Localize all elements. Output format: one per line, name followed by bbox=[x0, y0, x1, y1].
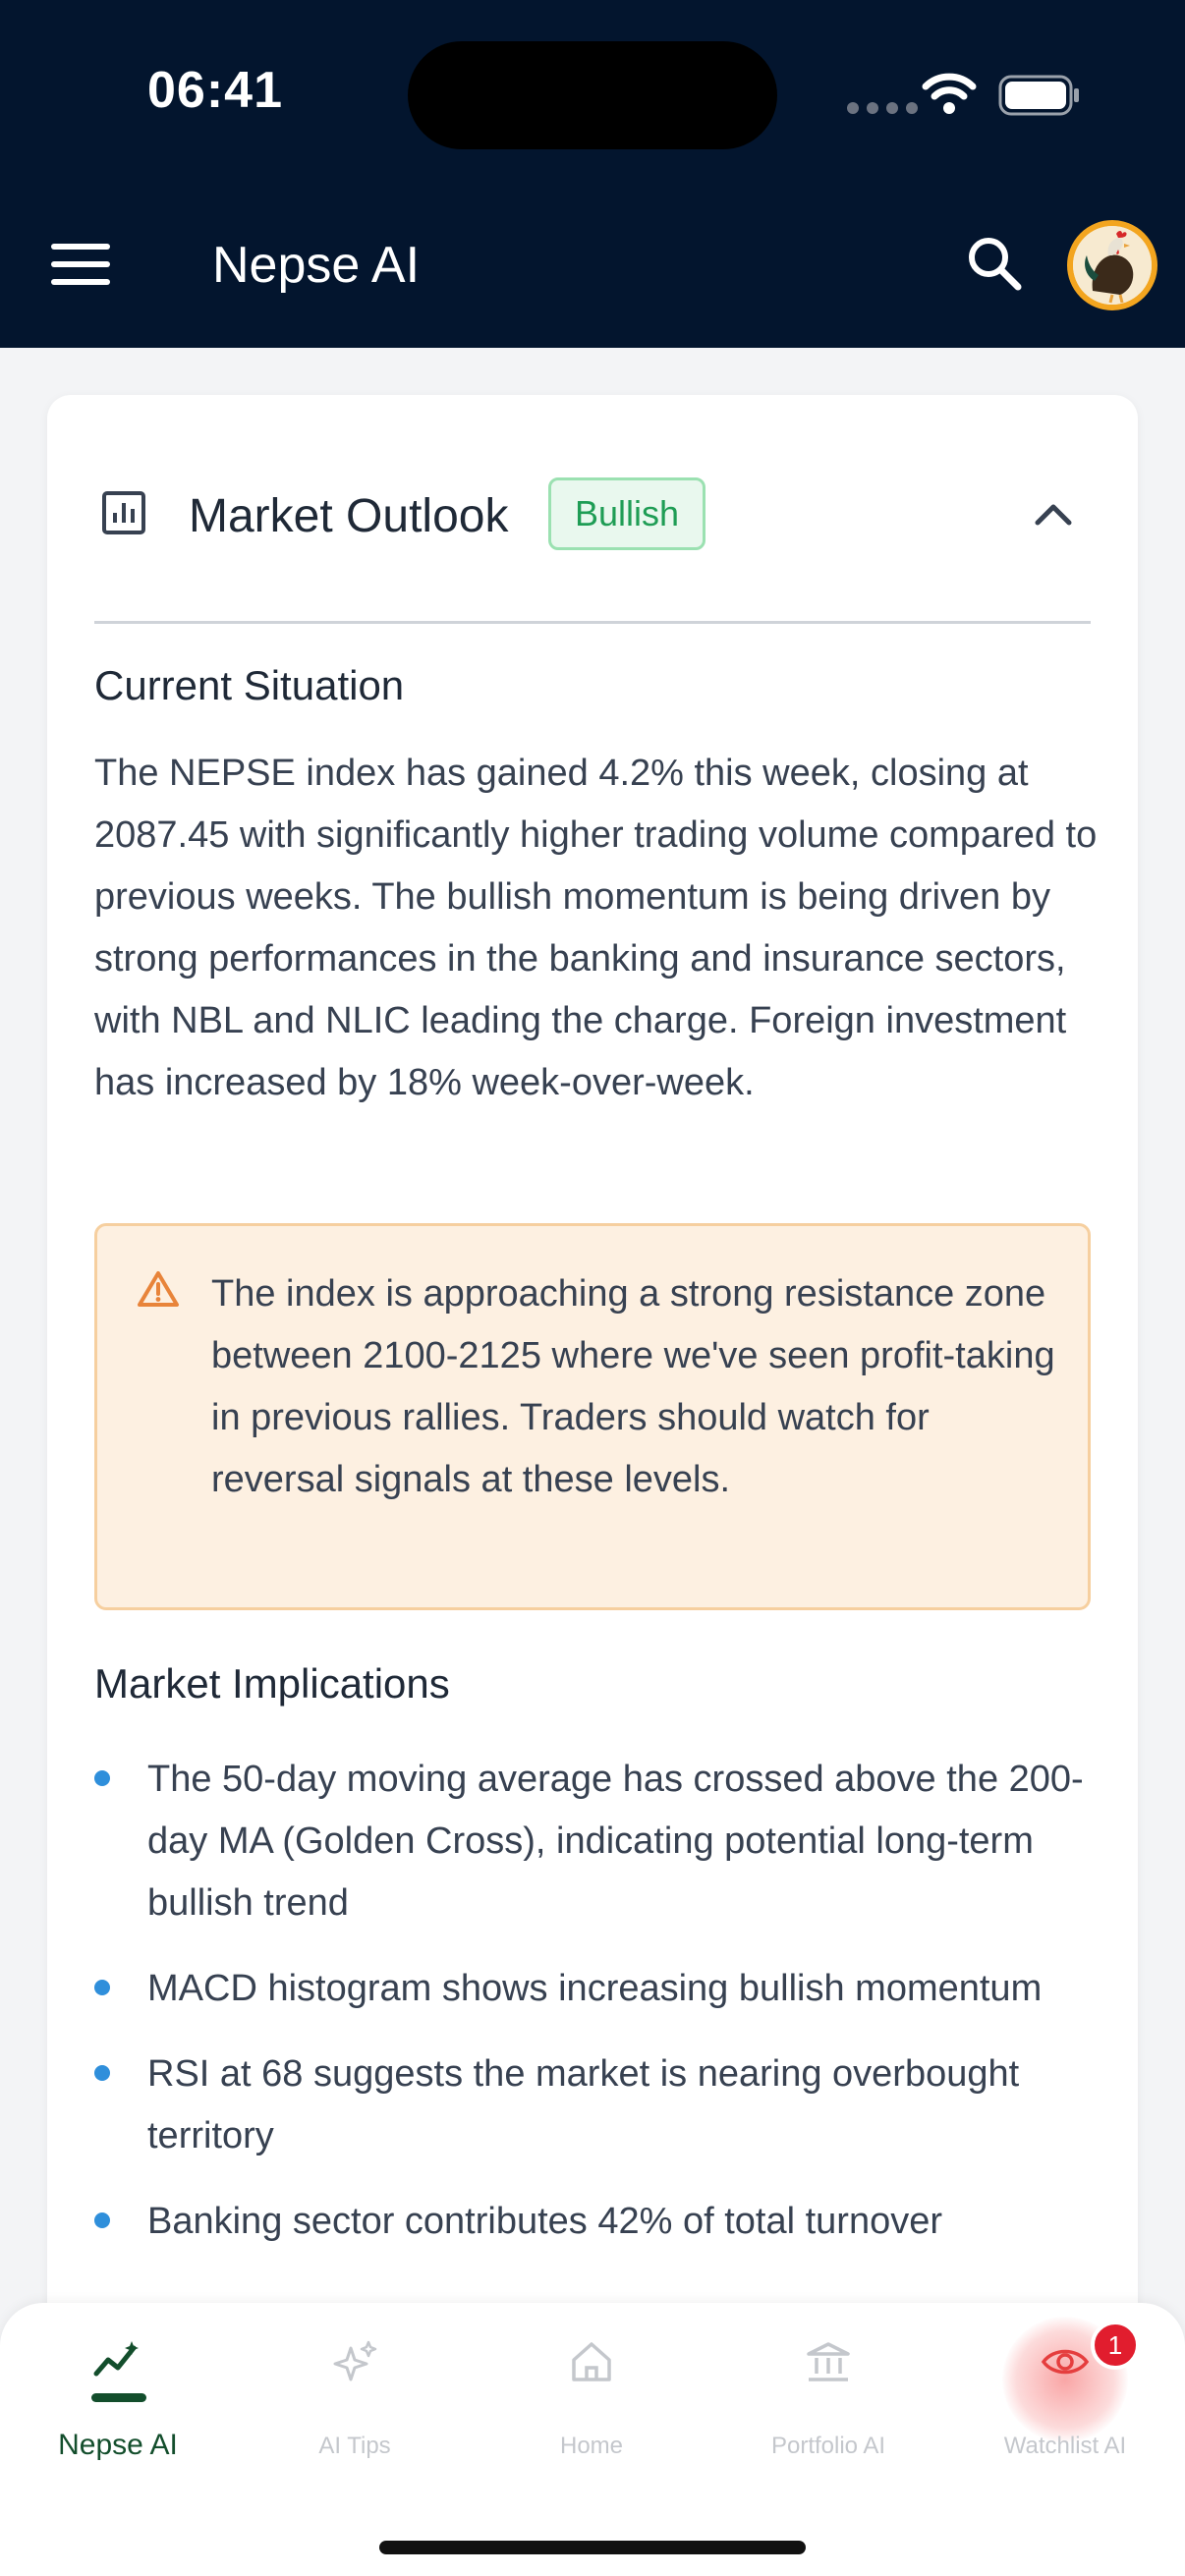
status-badge: Bullish bbox=[548, 477, 706, 550]
avatar[interactable] bbox=[1067, 220, 1157, 310]
divider bbox=[94, 621, 1091, 624]
status-time: 06:41 bbox=[147, 62, 283, 119]
tab-nepse-ai[interactable]: Nepse AI bbox=[0, 2303, 236, 2499]
tab-home[interactable]: Home bbox=[474, 2303, 709, 2499]
bottom-tab-bar: Nepse AI AI Tips Home Portfolio AI 1 bbox=[0, 2303, 1185, 2576]
eye-icon bbox=[1041, 2349, 1090, 2375]
list-item-text: Banking sector contributes 42% of total … bbox=[147, 2201, 943, 2242]
active-tab-indicator bbox=[91, 2393, 146, 2402]
tab-watchlist-ai[interactable]: 1 Watchlist AI bbox=[947, 2303, 1183, 2499]
bar-chart-icon bbox=[102, 491, 145, 534]
chevron-up-icon[interactable] bbox=[1032, 499, 1075, 529]
wifi-icon bbox=[922, 73, 977, 114]
list-item: Banking sector contributes 42% of total … bbox=[94, 2191, 1106, 2253]
list-item: RSI at 68 suggests the market is nearing… bbox=[94, 2044, 1106, 2167]
bullet-dot bbox=[94, 1770, 110, 1786]
tab-portfolio-ai[interactable]: Portfolio AI bbox=[710, 2303, 946, 2499]
alert-text: The index is approaching a strong resist… bbox=[211, 1273, 1055, 1500]
card-header[interactable]: Market Outlook Bullish bbox=[47, 395, 1138, 621]
dynamic-island bbox=[408, 41, 777, 149]
card-title: Market Outlook bbox=[189, 490, 509, 542]
list-item-text: RSI at 68 suggests the market is nearing… bbox=[147, 2053, 1020, 2156]
tab-label: Portfolio AI bbox=[770, 2433, 886, 2459]
tab-label: Home bbox=[559, 2433, 624, 2459]
search-icon[interactable] bbox=[965, 234, 1024, 293]
tab-ai-tips[interactable]: AI Tips bbox=[237, 2303, 473, 2499]
cellular-signal-icon bbox=[847, 102, 918, 114]
market-implications-heading: Market Implications bbox=[94, 1660, 450, 1707]
current-situation-heading: Current Situation bbox=[94, 662, 405, 708]
list-item: The 50-day moving average has crossed ab… bbox=[94, 1749, 1106, 1934]
market-outlook-card: Market Outlook Bullish Current Situation… bbox=[47, 395, 1138, 2360]
list-item-text: The 50-day moving average has crossed ab… bbox=[147, 1759, 1084, 1924]
trend-chart-icon bbox=[93, 2341, 139, 2377]
bullet-dot bbox=[94, 1980, 110, 1995]
tab-label: Nepse AI bbox=[58, 2429, 178, 2461]
tab-label: AI Tips bbox=[318, 2433, 391, 2459]
warning-icon bbox=[138, 1271, 179, 1307]
tab-label: Watchlist AI bbox=[1003, 2433, 1127, 2459]
page-title: Nepse AI bbox=[212, 237, 421, 294]
implications-list: The 50-day moving average has crossed ab… bbox=[94, 1749, 1106, 2276]
bank-icon bbox=[807, 2342, 850, 2381]
current-situation-text: The NEPSE index has gained 4.2% this wee… bbox=[94, 753, 1098, 1103]
home-icon bbox=[572, 2342, 611, 2381]
app-header: 06:41 Nepse AI bbox=[0, 0, 1185, 348]
notification-badge: 1 bbox=[1091, 2321, 1140, 2370]
home-indicator[interactable] bbox=[379, 2541, 806, 2554]
list-item: MACD histogram shows increasing bullish … bbox=[94, 1958, 1106, 2020]
bullet-dot bbox=[94, 2065, 110, 2081]
battery-icon bbox=[998, 75, 1079, 116]
hamburger-menu-icon[interactable] bbox=[51, 244, 110, 289]
bullet-dot bbox=[94, 2212, 110, 2228]
resistance-alert: The index is approaching a strong resist… bbox=[94, 1223, 1091, 1610]
list-item-text: MACD histogram shows increasing bullish … bbox=[147, 1968, 1043, 2009]
sparkles-icon bbox=[333, 2340, 377, 2381]
rooster-avatar-icon bbox=[1073, 226, 1152, 305]
